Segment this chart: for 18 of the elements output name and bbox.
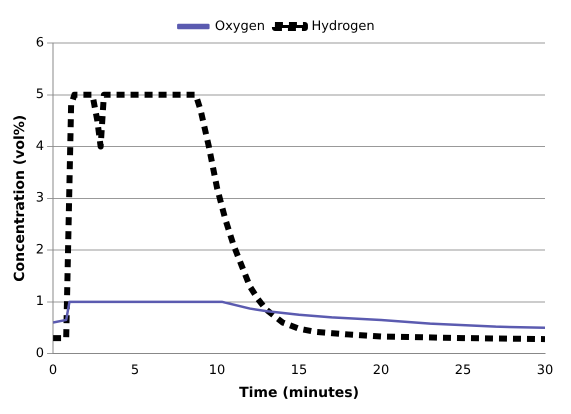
y-tick-label: 0 bbox=[36, 346, 44, 361]
x-tick-label: 20 bbox=[372, 362, 390, 378]
y-tick-label: 4 bbox=[36, 138, 44, 154]
legend-label: Oxygen bbox=[214, 18, 265, 34]
x-tick-label: 0 bbox=[48, 362, 58, 378]
x-tick-label: 10 bbox=[208, 362, 226, 378]
x-tick-label: 15 bbox=[290, 362, 308, 378]
y-tick-label: 3 bbox=[36, 190, 44, 206]
y-tick-label: 2 bbox=[36, 242, 44, 258]
y-axis-title: Concentration (vol%) bbox=[12, 114, 28, 282]
x-axis-title: Time (minutes) bbox=[239, 385, 360, 402]
x-tick-label: 30 bbox=[536, 362, 554, 378]
legend-label: Hydrogen bbox=[311, 18, 375, 34]
x-tick-label: 25 bbox=[454, 362, 472, 378]
y-tick-label: 6 bbox=[36, 35, 44, 50]
x-tick-label: 5 bbox=[130, 362, 140, 378]
y-tick-label: 5 bbox=[36, 87, 44, 102]
y-tick-label: 1 bbox=[36, 294, 44, 310]
